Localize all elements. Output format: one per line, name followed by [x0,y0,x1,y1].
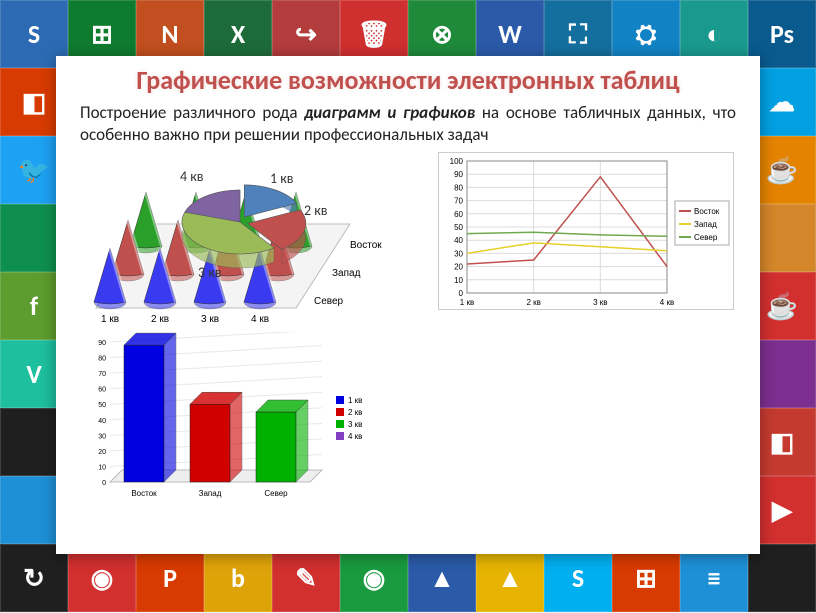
bg-tile: ▲ [408,544,476,612]
svg-text:0: 0 [459,289,464,298]
charts-area: 1 кв 2 кв 3 кв 4 кв 0 10 20 30 40 50 60 70 80 90 1… [80,152,736,522]
pie-chart: 1 кв 2 кв 3 кв 4 кв [120,152,380,302]
svg-text:2 кв: 2 кв [151,314,169,325]
svg-text:40: 40 [454,236,463,245]
svg-text:1 кв: 1 кв [101,314,119,325]
bg-tile: ✎ [272,544,340,612]
bg-tile: ◉ [68,544,136,612]
svg-text:30: 30 [454,249,463,258]
svg-text:3 кв: 3 кв [201,314,219,325]
svg-text:80: 80 [98,355,106,362]
svg-text:90: 90 [98,340,106,347]
svg-text:4 кв: 4 кв [348,432,362,441]
svg-text:Восток: Восток [131,489,157,498]
svg-text:50: 50 [98,402,106,409]
svg-text:10: 10 [98,464,106,471]
bg-tile: ↻ [0,544,68,612]
svg-text:Запад: Запад [199,489,222,498]
svg-text:40: 40 [98,417,106,424]
bg-tile: P [136,544,204,612]
pie-label-2: 2 кв [304,202,327,219]
svg-text:1 кв: 1 кв [348,396,362,405]
bg-tile: ◉ [340,544,408,612]
svg-text:Запад: Запад [694,220,717,229]
svg-text:20: 20 [454,262,463,271]
svg-text:100: 100 [450,157,464,166]
svg-text:30: 30 [98,433,106,440]
svg-text:50: 50 [454,223,463,232]
slide-card: Графические возможности электронных табл… [56,56,760,554]
svg-text:20: 20 [98,448,106,455]
svg-text:2 кв: 2 кв [526,298,540,307]
svg-text:80: 80 [454,183,463,192]
svg-text:4 кв: 4 кв [251,314,269,325]
svg-text:Север: Север [264,489,288,498]
bg-tile: ▲ [476,544,544,612]
svg-text:10: 10 [454,275,463,284]
svg-text:60: 60 [98,386,106,393]
svg-text:70: 70 [454,196,463,205]
svg-text:4 кв: 4 кв [660,298,674,307]
svg-text:3 кв: 3 кв [348,420,362,429]
bg-tile: S [544,544,612,612]
bg-tile [748,544,816,612]
svg-text:60: 60 [454,209,463,218]
svg-text:70: 70 [98,371,106,378]
bg-tile: ⊞ [612,544,680,612]
body-bold: диаграмм и графиков [304,102,475,123]
svg-text:2 кв: 2 кв [348,408,362,417]
slide-body: Построение различного рода диаграмм и гр… [80,102,736,146]
bar3d-chart: 0 10 20 30 40 50 60 70 80 90 Восток Запад Север 1 кв 2… [80,332,380,512]
line-chart: 0 10 20 30 40 50 60 70 80 90 100 1 кв 2 кв 3 кв 4 кв Во… [438,152,734,310]
pie-label-3: 3 кв [198,264,221,281]
bg-tile: b [204,544,272,612]
bg-tile: ≡ [680,544,748,612]
svg-text:Север: Север [694,233,718,242]
svg-text:3 кв: 3 кв [593,298,607,307]
body-prefix: Построение различного рода [80,102,304,123]
svg-text:90: 90 [454,170,463,179]
svg-text:Восток: Восток [694,207,720,216]
svg-text:1 кв: 1 кв [460,298,474,307]
pie-label-4: 4 кв [180,168,203,185]
svg-text:0: 0 [102,480,106,487]
pie-label-1: 1 кв [270,170,293,187]
slide-title: Графические возможности электронных табл… [80,64,736,96]
